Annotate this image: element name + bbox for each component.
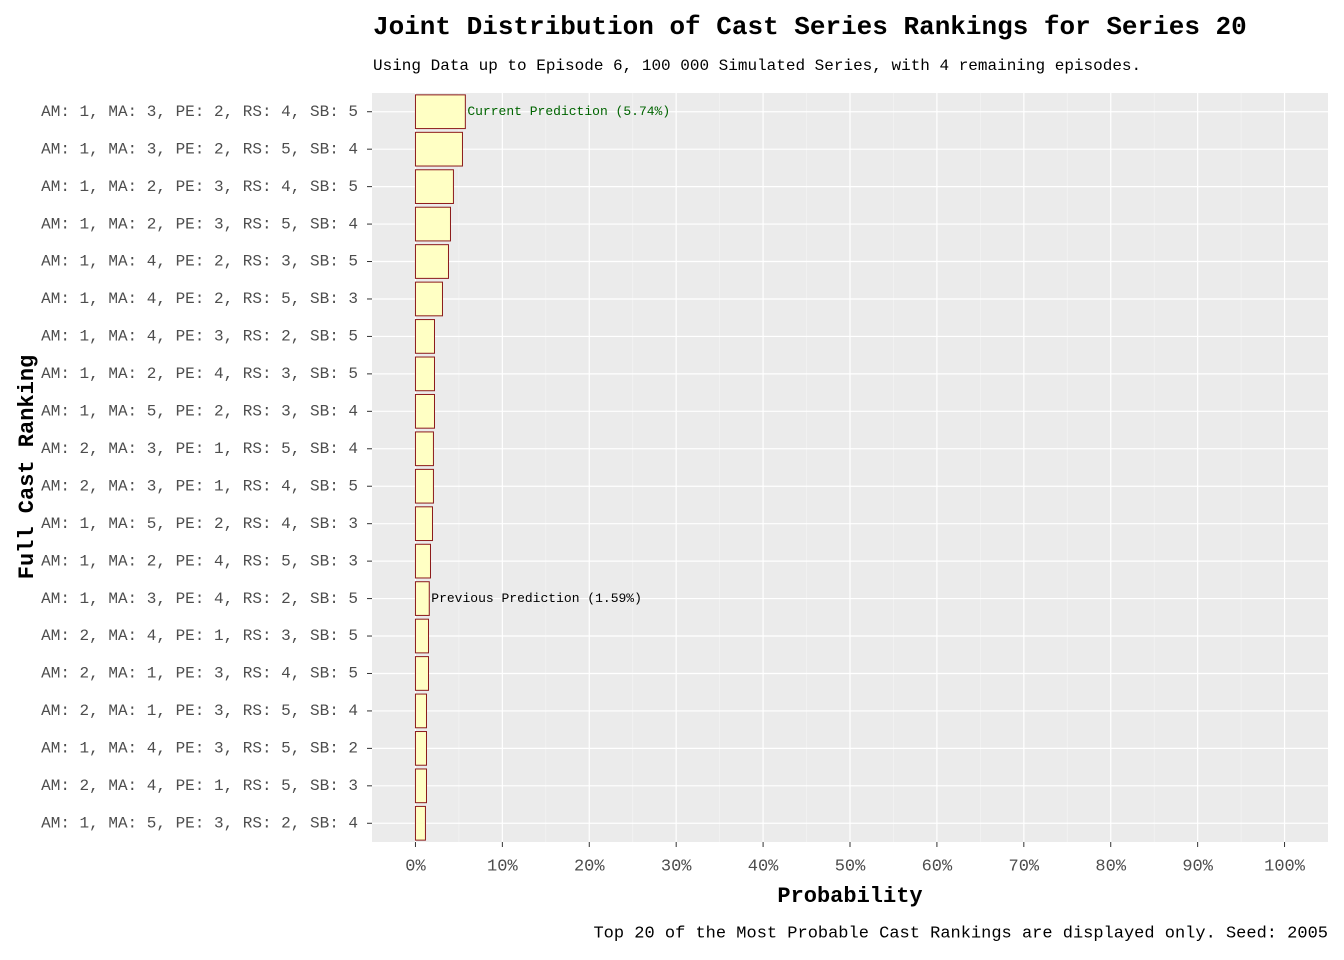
- y-tick-label: AM: 1, MA: 5, PE: 3, RS: 2, SB: 4: [41, 814, 358, 832]
- chart-title: Joint Distribution of Cast Series Rankin…: [373, 12, 1247, 42]
- y-tick-label: AM: 1, MA: 4, PE: 3, RS: 5, SB: 2: [41, 740, 358, 758]
- y-tick-label: AM: 1, MA: 3, PE: 2, RS: 4, SB: 5: [41, 103, 358, 121]
- y-axis-title: Full Cast Ranking: [15, 355, 40, 579]
- bar: [414, 618, 429, 654]
- y-tick-label: AM: 2, MA: 3, PE: 1, RS: 4, SB: 5: [41, 477, 358, 495]
- bar: [414, 356, 435, 392]
- y-tick-label: AM: 1, MA: 3, PE: 4, RS: 2, SB: 5: [41, 590, 358, 608]
- y-tick-label: AM: 1, MA: 2, PE: 4, RS: 5, SB: 3: [41, 552, 358, 570]
- bar: [414, 543, 431, 579]
- bar: [414, 206, 451, 242]
- y-tick-label: AM: 1, MA: 4, PE: 2, RS: 5, SB: 3: [41, 290, 358, 308]
- bar: [414, 169, 454, 204]
- x-tick-label: 100%: [1264, 857, 1306, 876]
- bar: [414, 468, 434, 504]
- y-tick-label: AM: 1, MA: 2, PE: 3, RS: 5, SB: 4: [41, 215, 358, 233]
- bar: [414, 393, 435, 429]
- bar: [414, 581, 430, 616]
- bar: [414, 506, 433, 542]
- x-tick-label: 80%: [1095, 857, 1126, 876]
- annotation: Previous Prediction (1.59%): [431, 591, 642, 606]
- y-tick-label: AM: 1, MA: 4, PE: 3, RS: 2, SB: 5: [41, 328, 358, 346]
- bar: [414, 431, 434, 467]
- bar: [414, 131, 463, 167]
- y-tick-label: AM: 2, MA: 3, PE: 1, RS: 5, SB: 4: [41, 440, 358, 458]
- y-tick-label: AM: 1, MA: 2, PE: 4, RS: 3, SB: 5: [41, 365, 358, 383]
- bar: [414, 656, 429, 691]
- caption: Top 20 of the Most Probable Cast Ranking…: [593, 924, 1328, 943]
- bar: [414, 693, 427, 729]
- x-tick-label: 60%: [922, 857, 953, 876]
- bar: [414, 768, 427, 804]
- y-tick-label: AM: 1, MA: 5, PE: 2, RS: 4, SB: 3: [41, 515, 358, 533]
- x-tick-label: 70%: [1009, 857, 1040, 876]
- x-tick-label: 10%: [487, 857, 518, 876]
- x-axis-title: Probability: [777, 884, 922, 909]
- x-tick-label: 90%: [1182, 857, 1213, 876]
- bar: [414, 731, 427, 766]
- x-tick-label: 30%: [661, 857, 692, 876]
- bar: [414, 281, 443, 317]
- y-tick-label: AM: 2, MA: 1, PE: 3, RS: 5, SB: 4: [41, 702, 358, 720]
- y-tick-label: AM: 2, MA: 4, PE: 1, RS: 3, SB: 5: [41, 627, 358, 645]
- x-tick-label: 40%: [748, 857, 779, 876]
- chart-subtitle: Using Data up to Episode 6, 100 000 Simu…: [373, 57, 1141, 75]
- x-tick-label: 20%: [574, 857, 605, 876]
- bar: [414, 805, 426, 841]
- x-tick-label: 0%: [405, 857, 426, 876]
- y-tick-label: AM: 1, MA: 5, PE: 2, RS: 3, SB: 4: [41, 403, 358, 421]
- bar: [414, 94, 466, 130]
- y-tick-label: AM: 1, MA: 2, PE: 3, RS: 4, SB: 5: [41, 178, 358, 196]
- bar: [414, 319, 435, 354]
- annotation: Current Prediction (5.74%): [467, 104, 670, 119]
- bar: [414, 244, 449, 279]
- x-tick-label: 50%: [835, 857, 866, 876]
- y-tick-label: AM: 2, MA: 4, PE: 1, RS: 5, SB: 3: [41, 777, 358, 795]
- y-tick-label: AM: 1, MA: 3, PE: 2, RS: 5, SB: 4: [41, 140, 358, 158]
- y-tick-label: AM: 2, MA: 1, PE: 3, RS: 4, SB: 5: [41, 665, 358, 683]
- y-tick-label: AM: 1, MA: 4, PE: 2, RS: 3, SB: 5: [41, 253, 358, 271]
